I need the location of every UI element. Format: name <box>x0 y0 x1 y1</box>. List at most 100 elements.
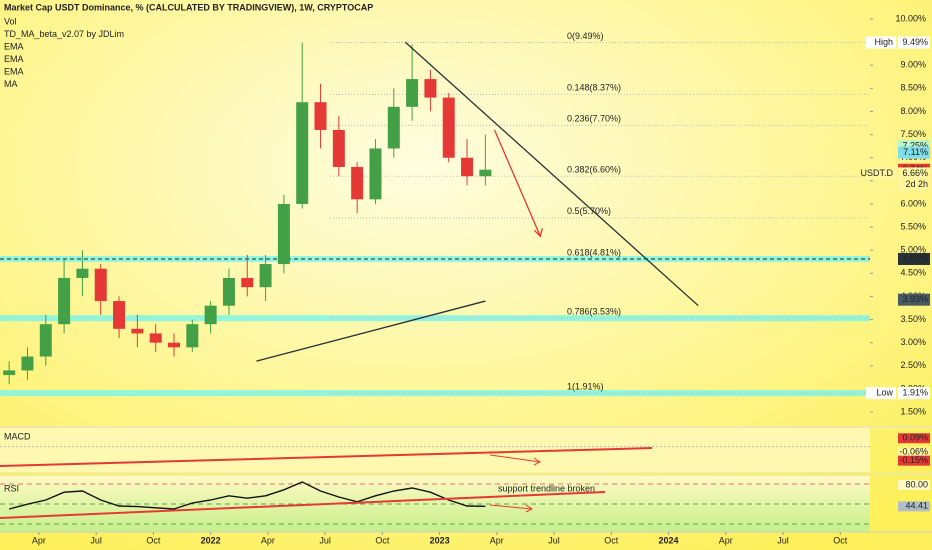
macd-tick-label: -0.15% <box>899 455 928 465</box>
x-tick-label: Oct <box>604 535 619 545</box>
y-tick-label: 8.50% <box>900 83 926 93</box>
y-tick-label: 7.50% <box>900 129 926 139</box>
macd-tick-bg <box>898 455 930 466</box>
x-tick-label: Oct <box>375 535 390 545</box>
price-label-bg <box>898 252 930 265</box>
indicator-label: Vol <box>4 16 17 26</box>
indicator-label: EMA <box>4 41 24 51</box>
price-label-bg <box>898 36 930 49</box>
price-label: 4.81% <box>902 253 928 263</box>
price-label-bg <box>898 167 930 180</box>
x-tick-label: Apr <box>719 535 733 545</box>
candle-body <box>76 268 89 278</box>
price-tag-bg <box>866 387 896 400</box>
x-tick-label: Jul <box>777 535 789 545</box>
y-tick-label: 3.00% <box>900 337 926 347</box>
macd-tick-label: -0.06% <box>899 447 928 457</box>
fib-label: 0.382(6.60%) <box>567 165 621 175</box>
macd-arrow <box>489 454 541 466</box>
price-tag: High <box>874 37 893 47</box>
candle-body <box>424 79 437 98</box>
chart-title: Market Cap USDT Dominance, % (CALCULATED… <box>4 2 373 12</box>
candle-body <box>94 268 107 302</box>
indicator-label: EMA <box>4 54 24 64</box>
price-label: 9.49% <box>902 37 928 47</box>
candle-body <box>222 277 235 306</box>
price-label: 3.93% <box>902 294 928 304</box>
y-tick-label: 9.00% <box>900 60 926 70</box>
candle-body <box>369 148 382 200</box>
price-tag: Low <box>876 387 893 397</box>
candle-body <box>21 356 34 371</box>
rsi-tick-label: 44.41 <box>905 501 928 511</box>
price-tag: USDT.D <box>860 168 893 178</box>
candle-body <box>461 157 474 177</box>
candle-body <box>58 277 71 325</box>
price-label: 6.66% <box>902 168 928 178</box>
x-tick-label: Oct <box>833 535 848 545</box>
x-tick-label: Apr <box>261 535 275 545</box>
candle-body <box>204 305 217 325</box>
price-label: 1.91% <box>902 387 928 397</box>
y-tick-label: 1.50% <box>900 406 926 416</box>
x-tick-label: 2022 <box>201 535 221 545</box>
fib-label: 0(9.49%) <box>567 31 604 41</box>
candle-body <box>241 277 254 288</box>
candle-body <box>168 342 180 348</box>
y-tick-label: 5.00% <box>900 245 926 255</box>
y-tick-label: 10.00% <box>895 13 926 23</box>
indicator-label: TD_MA_beta_v2.07 by JDLim <box>4 29 124 39</box>
rsi-arrow <box>489 504 533 513</box>
candle-body <box>113 301 126 329</box>
fib-label: 0.618(4.81%) <box>567 247 621 257</box>
y-tick-label: 2.50% <box>900 360 926 370</box>
fib-label: 1(1.91%) <box>567 381 604 391</box>
fib-label: 0.148(8.37%) <box>567 83 621 93</box>
candle-body <box>186 324 199 348</box>
candle-body <box>442 97 455 158</box>
macd-label: MACD <box>4 431 31 441</box>
rsi-annotation: support trendline broken <box>498 483 595 493</box>
fib-label: 0.5(5.70%) <box>567 206 611 216</box>
macd-tick-label: 0.09% <box>902 433 928 443</box>
macd-pane <box>0 428 870 472</box>
price-label-bg <box>898 146 930 159</box>
candle-body <box>277 203 290 265</box>
x-tick-label: 2024 <box>659 535 679 545</box>
rsi-tick-bg <box>898 501 930 512</box>
macd-tick-bg <box>898 433 930 444</box>
candle-body <box>351 166 364 200</box>
y-tick-label: 8.00% <box>900 106 926 116</box>
candle-body <box>149 333 162 343</box>
price-label-bg <box>898 387 930 400</box>
rsi-line <box>8 481 486 510</box>
y-tick-label: 4.50% <box>900 268 926 278</box>
y-tick-label: 6.00% <box>900 198 926 208</box>
macd-trendline <box>0 447 653 467</box>
candle-body <box>3 370 16 376</box>
x-tick-label: Jul <box>319 535 331 545</box>
fib-label: 0.786(3.53%) <box>567 307 621 317</box>
candle-body <box>479 169 492 177</box>
price-sub-bg <box>898 179 930 191</box>
price-sub: 2d 2h <box>905 179 928 189</box>
rsi-trendline <box>0 491 606 519</box>
candle-body <box>296 102 309 204</box>
x-tick-label: Oct <box>146 535 161 545</box>
candle-body <box>259 264 272 288</box>
x-tick-label: Apr <box>490 535 504 545</box>
macd-tick-bg <box>898 447 930 458</box>
candle-body <box>406 79 419 107</box>
annotation-ma200 <box>256 300 486 362</box>
rsi-tick-bg <box>898 480 930 490</box>
candle-body <box>131 328 144 334</box>
candle-body <box>387 106 400 149</box>
x-tick-label: 2023 <box>430 535 450 545</box>
candle-body <box>332 129 345 167</box>
price-label: 7.11% <box>903 147 928 157</box>
arrow-head <box>533 228 543 238</box>
indicator-label: MA <box>4 79 18 89</box>
rsi-label: RSI <box>4 483 19 493</box>
price-label-bg <box>898 293 930 306</box>
